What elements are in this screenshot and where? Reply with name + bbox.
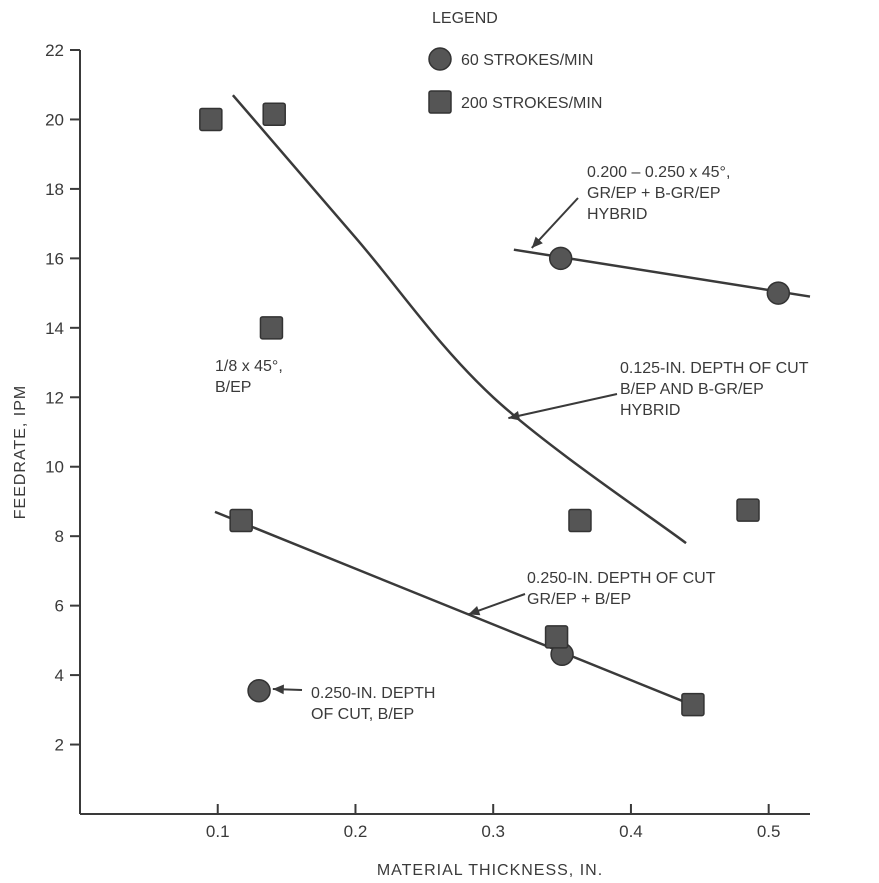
y-tick-label: 6 (55, 597, 64, 616)
annotation-depth-0250-bep-line: OF CUT, B/EP (311, 706, 414, 723)
point-60-strokes (548, 246, 573, 271)
annotation-depth-0125-line: 0.125-IN. DEPTH OF CUT (620, 360, 809, 377)
annotation-depth-0125-arrowhead (508, 410, 521, 421)
annotation-depth-0125-line: B/EP AND B-GR/EP (620, 381, 764, 398)
point-200-strokes (262, 102, 286, 126)
y-tick-label: 8 (55, 527, 64, 546)
point-200-strokes (259, 316, 284, 340)
y-tick-label: 10 (45, 458, 64, 477)
axes: 0.1 0.2 0.3 0.4 0.5 2 4 6 8 10 12 14 16 18 20 22 MATERIA… (12, 41, 810, 879)
point-200-strokes (199, 107, 223, 132)
y-tick-label: 20 (45, 110, 64, 129)
legend-marker-circle (428, 47, 452, 71)
x-tick-label: 0.5 (757, 822, 781, 841)
point-60-strokes (766, 281, 791, 305)
annotation-depth-0250-bep-line: 0.250-IN. DEPTH (311, 685, 435, 702)
annotation-hybrid-45-arrow (531, 197, 579, 249)
annotations: 0.200 – 0.250 x 45°, GR/EP + B-GR/EP HYBRI… (215, 164, 809, 723)
point-60-strokes (247, 678, 271, 703)
fit-line-depth-0125 (231, 94, 687, 545)
annotation-depth-0250-bep-arrowhead (272, 684, 284, 695)
legend-label: 200 STROKES/MIN (461, 95, 602, 112)
point-200-strokes (681, 692, 705, 717)
fit-lines (214, 94, 811, 708)
y-tick-label: 16 (45, 249, 64, 268)
point-200-strokes (229, 508, 253, 533)
y-axis-title: FEEDRATE, IPM (12, 385, 29, 520)
x-axis-title: MATERIAL THICKNESS, IN. (377, 862, 603, 879)
y-tick-label: 12 (45, 388, 64, 407)
annotation-depth-0250-line: 0.250-IN. DEPTH OF CUT (527, 570, 716, 587)
annotation-depth-0125-line: HYBRID (620, 402, 680, 419)
data-points (199, 102, 791, 717)
annotation-one-eighth-line: 1/8 x 45°, (215, 358, 283, 375)
fit-line-depth-0250 (214, 510, 697, 708)
x-tick-label: 0.1 (206, 822, 230, 841)
annotation-hybrid-45-arrowhead (531, 236, 543, 248)
annotation-hybrid-45-line: GR/EP + B-GR/EP (587, 185, 721, 202)
x-tick-label: 0.4 (619, 822, 643, 841)
x-tick-label: 0.3 (481, 822, 505, 841)
point-200-strokes (568, 508, 592, 533)
y-tick-label: 22 (45, 41, 64, 60)
y-tick-label: 4 (55, 666, 64, 685)
legend: LEGEND 60 STROKES/MIN 200 STROKES/MIN (428, 10, 602, 114)
annotation-depth-0250-line: GR/EP + B/EP (527, 591, 631, 608)
y-tick-label: 2 (55, 736, 64, 755)
annotation-one-eighth-line: B/EP (215, 379, 251, 396)
x-tick-label: 0.2 (344, 822, 368, 841)
annotation-hybrid-45-line: HYBRID (587, 206, 647, 223)
legend-label: 60 STROKES/MIN (461, 52, 593, 69)
y-tick-label: 14 (45, 319, 64, 338)
y-tick-label: 18 (45, 180, 64, 199)
annotation-depth-0125-arrow (508, 393, 618, 420)
annotation-hybrid-45-line: 0.200 – 0.250 x 45°, (587, 164, 730, 181)
point-200-strokes (736, 498, 760, 522)
point-200-strokes (544, 625, 569, 649)
annotation-depth-0250-arrowhead (468, 606, 481, 616)
legend-marker-square (428, 90, 452, 114)
legend-title: LEGEND (432, 10, 498, 27)
